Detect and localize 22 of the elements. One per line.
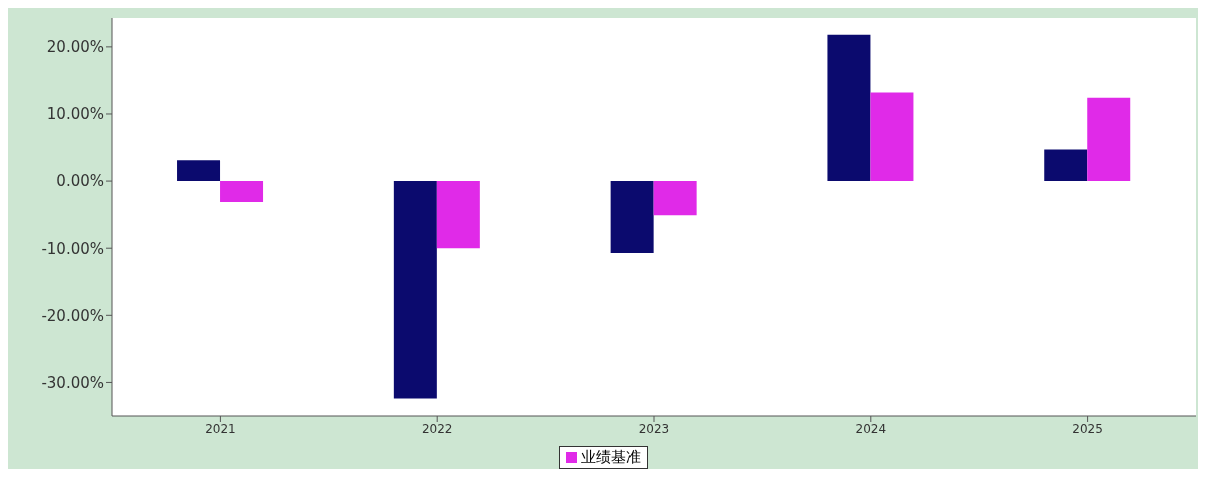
x-tick-label: 2022 [421, 421, 453, 436]
legend-label: 业绩基准 [579, 448, 641, 467]
y-tick-label: 0.00% [56, 172, 104, 191]
x-tick-label: 2025 [1072, 421, 1103, 436]
bar [177, 160, 221, 182]
bar [610, 181, 654, 253]
bar [220, 181, 264, 202]
y-tick-label: -30.00% [41, 373, 104, 392]
y-tick-label: 20.00% [46, 38, 104, 57]
y-tick-label: 10.00% [46, 105, 104, 124]
bar [436, 181, 480, 249]
x-tick-label: 2024 [855, 421, 887, 436]
x-tick-label: 2021 [205, 421, 236, 436]
bar [827, 34, 871, 182]
bar [1087, 97, 1131, 182]
bar [870, 92, 914, 182]
x-tick-label: 2023 [638, 421, 670, 436]
bar [393, 181, 437, 399]
bar [653, 181, 697, 216]
y-tick-label: -20.00% [41, 306, 104, 325]
bar [1044, 149, 1088, 182]
y-tick-label: -10.00% [41, 239, 104, 258]
